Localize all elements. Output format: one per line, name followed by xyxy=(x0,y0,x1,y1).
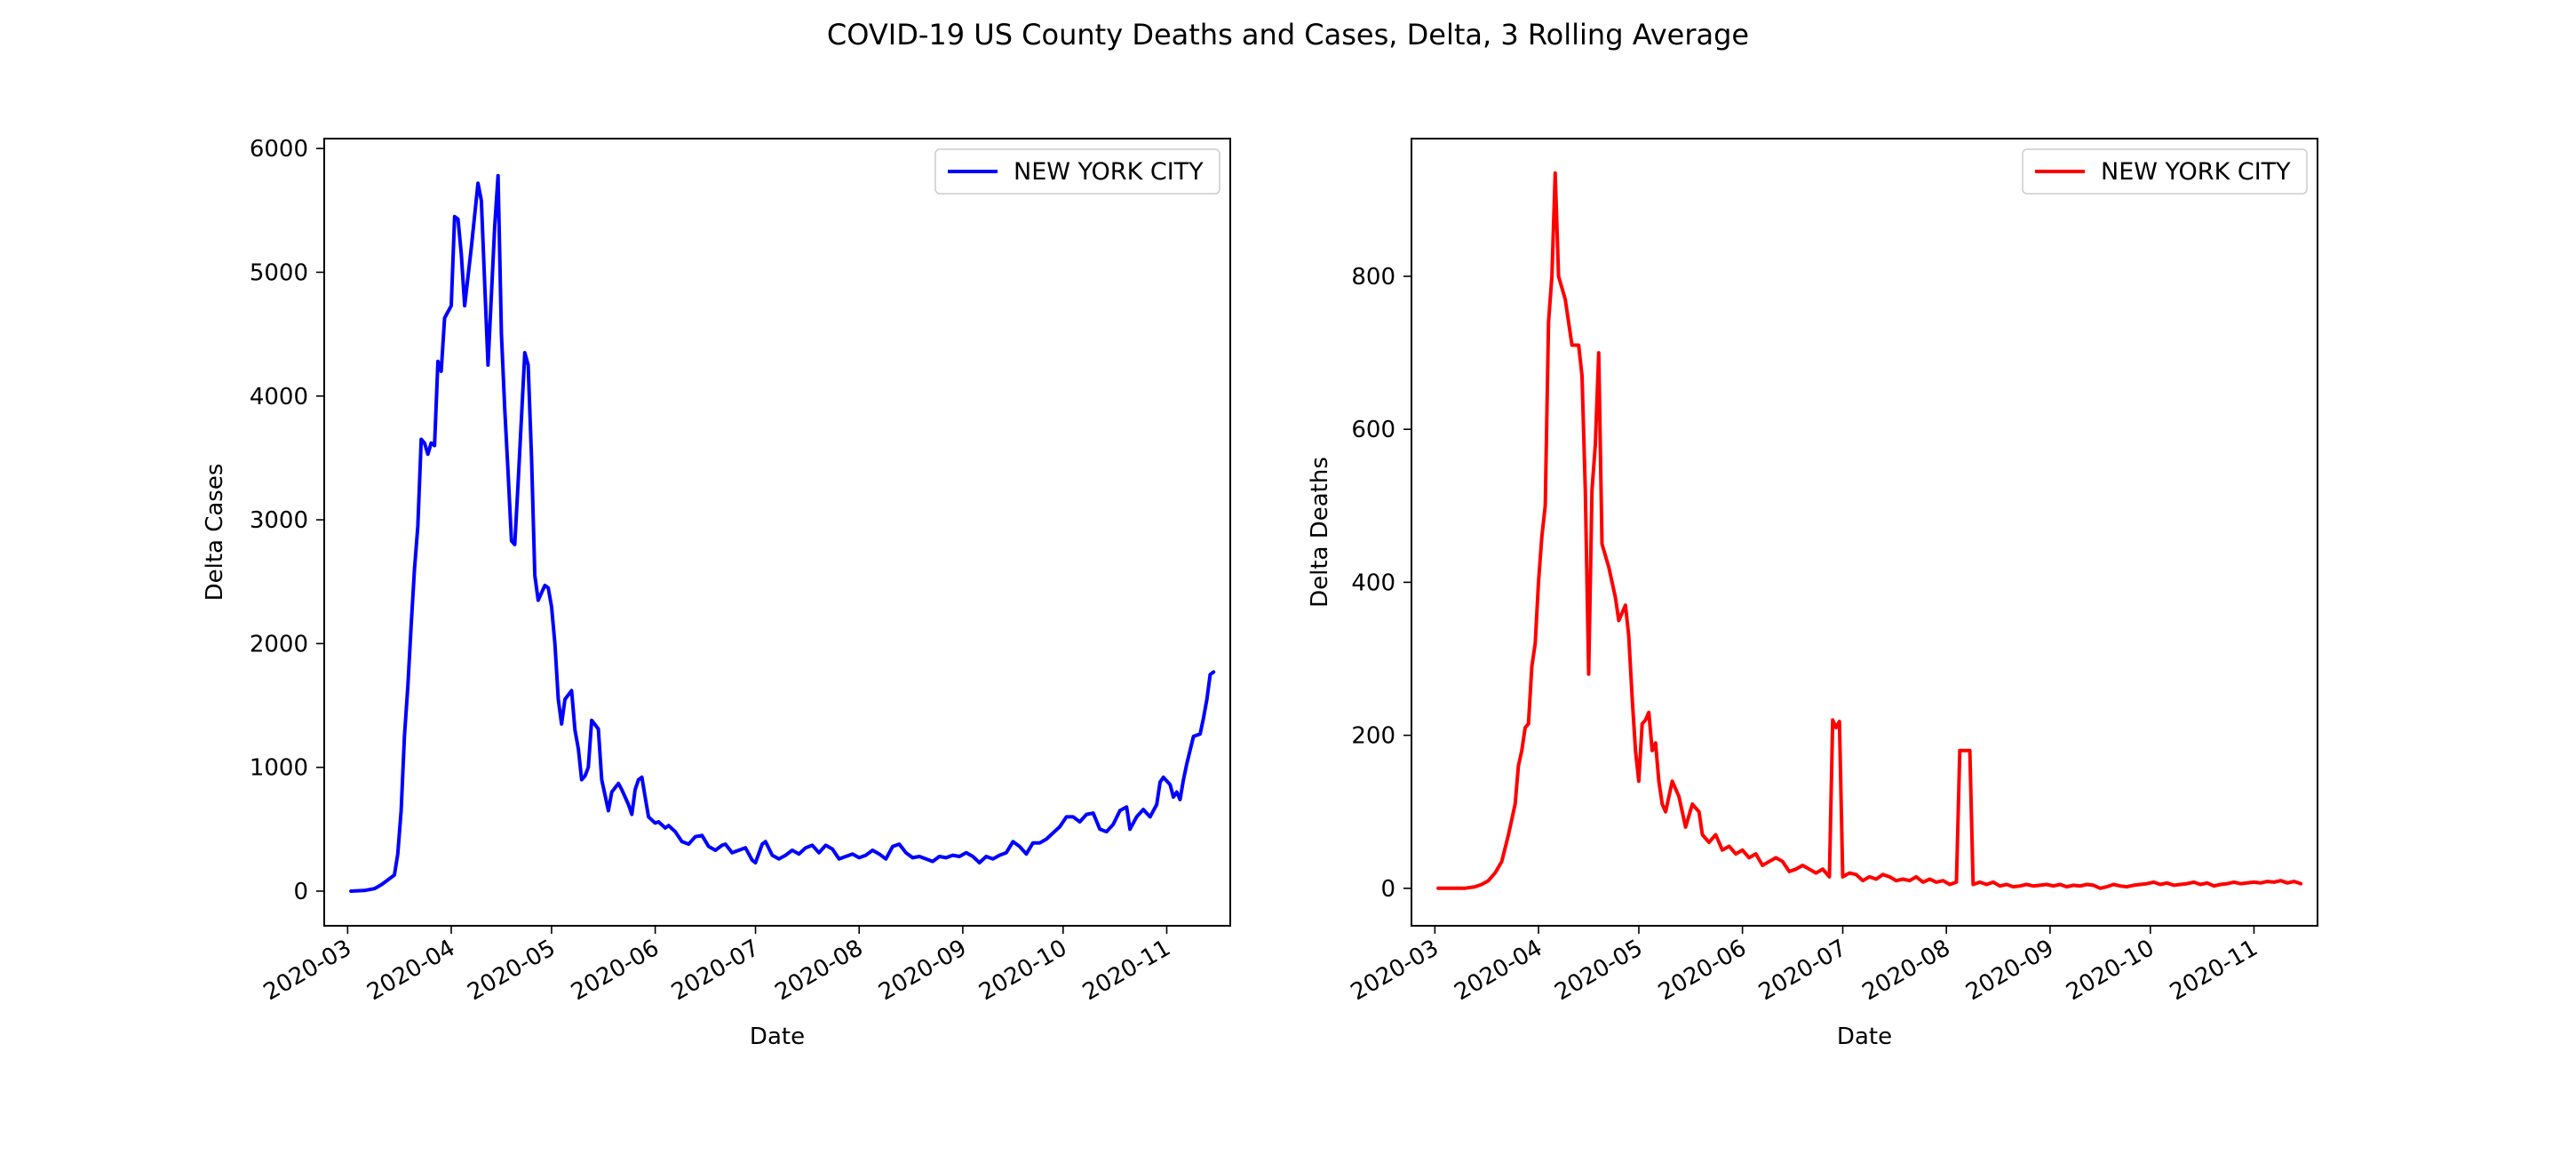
deaths-legend: NEW YORK CITY xyxy=(2022,148,2308,195)
cases-legend-label: NEW YORK CITY xyxy=(1014,158,1204,186)
deaths-x-axis-label: Date xyxy=(1837,1024,1892,1050)
cases-y-tick-label: 6000 xyxy=(250,136,308,163)
cases-x-tick-label: 2020-11 xyxy=(1078,935,1175,1006)
cases-y-axis-label: Delta Cases xyxy=(202,464,228,601)
cases-x-tick-label: 2020-05 xyxy=(463,935,560,1006)
cases-legend: NEW YORK CITY xyxy=(934,148,1220,195)
deaths-axes-frame xyxy=(1411,138,2318,927)
cases-x-tick-label: 2020-09 xyxy=(874,935,971,1006)
deaths-legend-box xyxy=(2022,148,2308,195)
cases-x-tick-label: 2020-04 xyxy=(362,935,459,1006)
deaths-legend-label: NEW YORK CITY xyxy=(2101,158,2291,186)
cases-x-tick-label: 2020-10 xyxy=(974,935,1071,1006)
deaths-series-line-0 xyxy=(1436,171,2303,890)
deaths-plot-area xyxy=(1436,171,2303,890)
deaths-x-tick-label: 2020-07 xyxy=(1754,935,1851,1006)
cases-y-tick-label: 5000 xyxy=(250,259,308,286)
deaths-y-tick-label: 400 xyxy=(1351,570,1395,596)
cases-axes-frame xyxy=(323,138,1231,927)
cases-x-tick-label: 2020-07 xyxy=(667,935,764,1006)
deaths-x-tick-label: 2020-06 xyxy=(1654,935,1751,1006)
cases-y-tick-label: 2000 xyxy=(250,631,308,657)
cases-series-line-0 xyxy=(349,173,1216,893)
cases-x-tick-label: 2020-08 xyxy=(771,935,868,1006)
cases-y-tick-label: 1000 xyxy=(250,755,308,782)
deaths-x-tick-label: 2020-03 xyxy=(1347,935,1443,1006)
deaths-y-tick-label: 0 xyxy=(1380,876,1395,903)
deaths-x-tick-label: 2020-05 xyxy=(1550,935,1647,1006)
deaths-y-tick-label: 200 xyxy=(1351,723,1395,750)
cases-y-tick-label: 4000 xyxy=(250,384,308,410)
cases-legend-box xyxy=(934,148,1220,195)
cases-x-tick-label: 2020-06 xyxy=(567,935,664,1006)
cases-y-tick-label: 0 xyxy=(293,879,308,905)
deaths-y-tick-label: 600 xyxy=(1351,417,1395,443)
deaths-x-tick-label: 2020-11 xyxy=(2166,935,2262,1006)
cases-x-axis-label: Date xyxy=(750,1024,805,1050)
deaths-x-tick-label: 2020-08 xyxy=(1858,935,1955,1006)
deaths-y-tick-label: 800 xyxy=(1351,264,1395,291)
cases-y-tick-label: 3000 xyxy=(250,507,308,534)
cases-plot-area xyxy=(349,173,1216,893)
deaths-x-tick-label: 2020-10 xyxy=(2062,935,2159,1006)
deaths-x-tick-label: 2020-09 xyxy=(1961,935,2058,1006)
deaths-y-axis-label: Delta Deaths xyxy=(1307,457,1333,608)
deaths-x-tick-label: 2020-04 xyxy=(1450,935,1546,1006)
cases-x-tick-label: 2020-03 xyxy=(259,935,356,1006)
figure-title: COVID-19 US County Deaths and Cases, Del… xyxy=(827,18,1749,52)
